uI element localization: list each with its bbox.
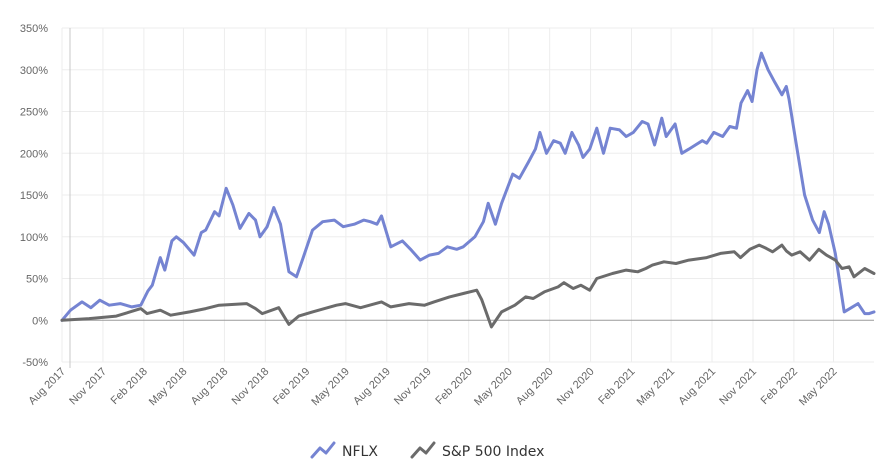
x-tick-label: May 2020 — [472, 366, 515, 409]
legend-item-sp500[interactable]: S&P 500 Index — [410, 441, 544, 460]
x-tick-label: Aug 2017 — [26, 366, 68, 408]
x-tick-label: Feb 2022 — [759, 366, 800, 407]
x-tick-label: Aug 2021 — [676, 366, 718, 408]
series-line-nflx — [60, 51, 876, 322]
x-tick-label: Nov 2017 — [67, 366, 109, 408]
y-tick-label: 100% — [20, 232, 48, 244]
y-tick-label: -50% — [22, 357, 48, 369]
x-tick-label: Nov 2021 — [717, 366, 759, 408]
y-tick-label: 200% — [20, 148, 48, 160]
y-tick-label: 50% — [26, 274, 48, 286]
series — [60, 51, 876, 329]
x-tick-label: May 2018 — [147, 366, 190, 409]
y-tick-label: 300% — [20, 65, 48, 77]
legend-line-icon — [410, 441, 436, 459]
x-tick-label: Aug 2018 — [189, 366, 231, 408]
x-tick-label: Feb 2020 — [433, 366, 474, 407]
x-tick-label: Aug 2019 — [351, 366, 393, 408]
x-tick-label: Feb 2018 — [109, 366, 150, 407]
series-line-sp500 — [60, 243, 876, 329]
legend-line-icon — [310, 441, 336, 459]
x-tick-label: Nov 2019 — [392, 366, 434, 408]
legend-item-nflx[interactable]: NFLX — [310, 441, 378, 460]
x-tick-label: May 2022 — [797, 366, 840, 409]
x-tick-label: Feb 2019 — [271, 366, 312, 407]
legend-label: S&P 500 Index — [442, 444, 544, 460]
x-tick-label: Nov 2018 — [230, 366, 272, 408]
x-tick-label: May 2021 — [635, 366, 678, 409]
x-tick-label: Feb 2021 — [596, 366, 637, 407]
x-tick-label: Nov 2020 — [555, 366, 597, 408]
legend[interactable]: NFLX S&P 500 Index — [310, 441, 544, 460]
x-tick-label: Aug 2020 — [514, 366, 556, 408]
legend-label: NFLX — [342, 444, 378, 460]
y-tick-label: 250% — [20, 107, 48, 119]
axes: 350%300%250%200%150%100%50%0%-50%Aug 201… — [20, 23, 840, 408]
y-tick-label: 0% — [32, 315, 48, 327]
y-tick-label: 350% — [20, 23, 48, 35]
y-tick-label: 150% — [20, 190, 48, 202]
x-tick-label: May 2019 — [309, 366, 352, 409]
